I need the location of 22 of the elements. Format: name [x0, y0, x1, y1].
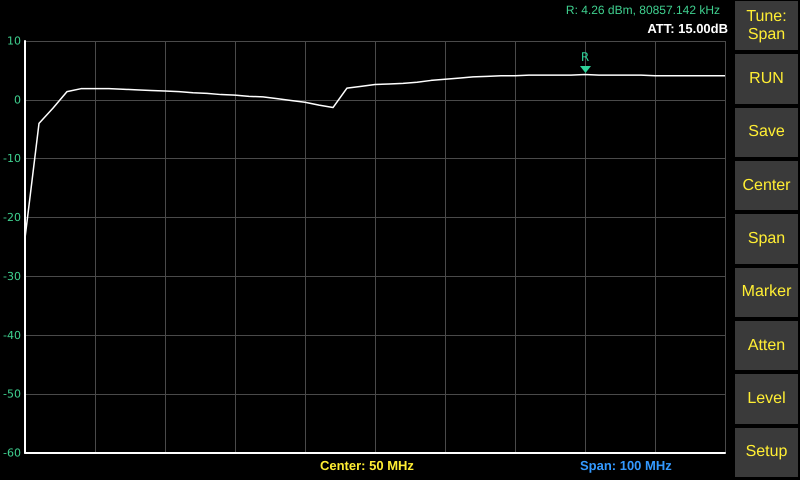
menu-button: Span	[735, 214, 798, 264]
y-tick-label: 10	[7, 34, 21, 48]
text: Span: 100 MHz	[580, 458, 672, 473]
y-tick-label: -10	[3, 152, 21, 166]
text: R: 4.26 dBm, 80857.142 kHz	[566, 3, 720, 17]
menu-button: RUN	[735, 54, 798, 104]
y-tick-label: -30	[3, 270, 21, 283]
annotation: R	[580, 50, 590, 64]
menu-button: Level	[735, 374, 798, 424]
y-tick-label: -20	[3, 211, 21, 224]
menu-button: Save	[735, 108, 798, 157]
y-tick-label: -60	[3, 446, 21, 460]
text: Center: 50 MHz	[320, 458, 414, 473]
menu-button: Setup	[735, 428, 798, 477]
menu-button: Marker	[735, 268, 798, 317]
y-tick-label: -50	[3, 388, 21, 401]
menu-button: Atten	[735, 321, 798, 370]
menu-button: Tune: Span	[735, 1, 798, 50]
y-tick-label: 0	[14, 93, 21, 106]
text: ATT: 15.00dB	[647, 21, 728, 36]
menu-button: Center	[735, 161, 798, 210]
y-tick-label: -40	[3, 328, 21, 342]
